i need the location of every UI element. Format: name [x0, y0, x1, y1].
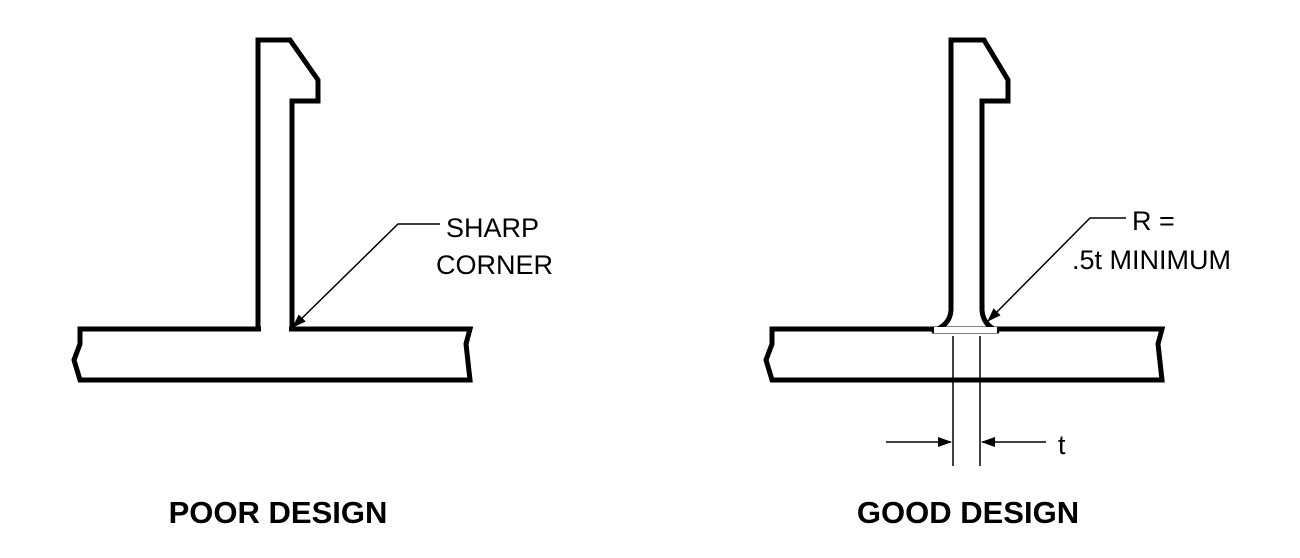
t-dimension-label: t [1058, 430, 1066, 460]
good-flange-section [763, 326, 1166, 383]
poor-callout-line-2: CORNER [436, 250, 553, 280]
good-design-caption: GOOD DESIGN [857, 495, 1079, 530]
good-callout-leader [987, 217, 1126, 322]
good-design-figure: t R = .5t MINIMUM GOOD DESIGN [763, 37, 1231, 530]
good-web-section [931, 37, 1011, 334]
good-callout-line-2: .5t MINIMUM [1072, 245, 1231, 275]
poor-design-figure: SHARP CORNER POOR DESIGN [71, 37, 553, 530]
good-callout-line-1: R = [1132, 206, 1175, 236]
poor-design-caption: POOR DESIGN [169, 495, 388, 530]
poor-web-section [255, 37, 321, 332]
poor-callout-line-1: SHARP [446, 213, 539, 243]
poor-flange-section [71, 326, 474, 383]
poor-callout-leader [292, 223, 440, 328]
